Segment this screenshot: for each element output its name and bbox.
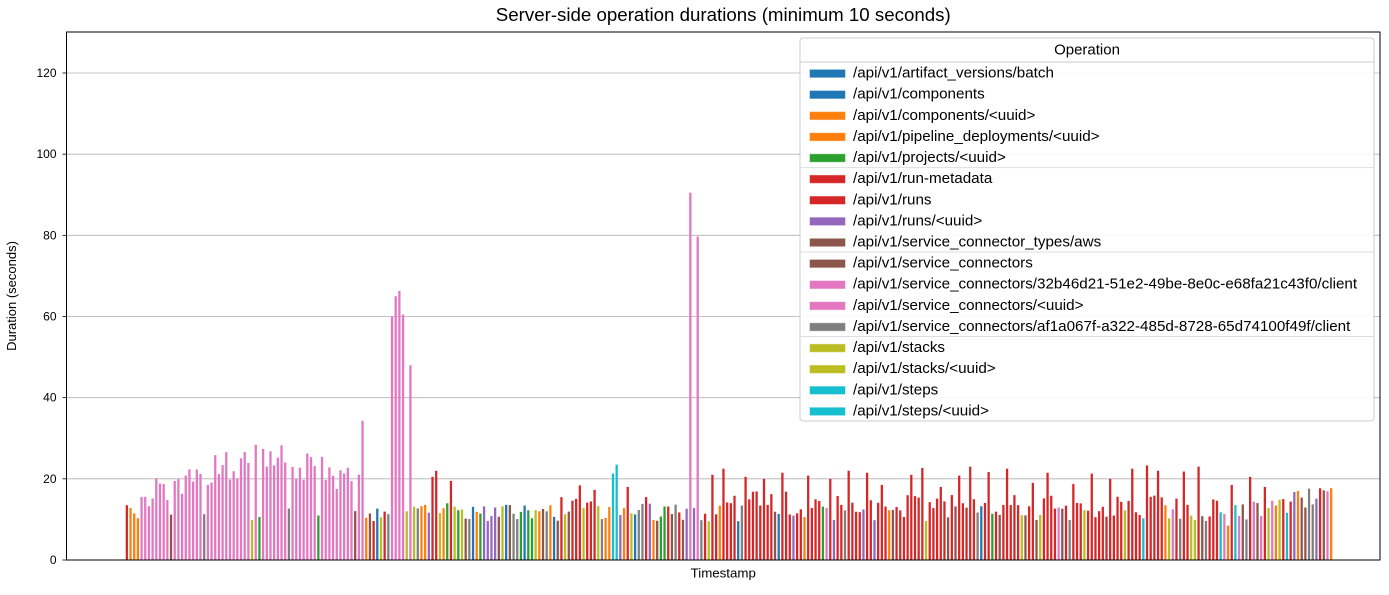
- svg-text:/api/v1/components/<uuid>: /api/v1/components/<uuid>: [853, 107, 1036, 124]
- svg-text:Duration (seconds): Duration (seconds): [4, 241, 19, 351]
- svg-text:/api/v1/runs/<uuid>: /api/v1/runs/<uuid>: [853, 212, 982, 229]
- svg-text:40: 40: [43, 391, 57, 405]
- svg-text:/api/v1/service_connectors/<uu: /api/v1/service_connectors/<uuid>: [853, 297, 1084, 314]
- svg-text:/api/v1/service_connectors/af1: /api/v1/service_connectors/af1a067f-a322…: [853, 318, 1351, 335]
- svg-text:/api/v1/pipeline_deployments/<: /api/v1/pipeline_deployments/<uuid>: [853, 128, 1100, 145]
- svg-text:/api/v1/service_connector_type: /api/v1/service_connector_types/aws: [853, 234, 1102, 251]
- svg-text:80: 80: [43, 228, 57, 242]
- svg-text:/api/v1/stacks/<uuid>: /api/v1/stacks/<uuid>: [853, 360, 996, 377]
- svg-text:/api/v1/projects/<uuid>: /api/v1/projects/<uuid>: [853, 149, 1006, 166]
- svg-text:100: 100: [36, 147, 56, 161]
- svg-text:Server-side operation duration: Server-side operation durations (minimum…: [496, 4, 951, 25]
- svg-text:/api/v1/components: /api/v1/components: [853, 86, 985, 103]
- svg-text:20: 20: [43, 472, 57, 486]
- svg-text:/api/v1/steps/<uuid>: /api/v1/steps/<uuid>: [853, 402, 989, 419]
- svg-text:/api/v1/artifact_versions/batc: /api/v1/artifact_versions/batch: [853, 65, 1054, 82]
- svg-text:/api/v1/service_connectors: /api/v1/service_connectors: [853, 255, 1033, 272]
- svg-text:/api/v1/service_connectors/32b: /api/v1/service_connectors/32b46d21-51e2…: [853, 276, 1358, 293]
- svg-text:Timestamp: Timestamp: [691, 566, 756, 581]
- svg-text:/api/v1/run-metadata: /api/v1/run-metadata: [853, 170, 993, 187]
- svg-text:/api/v1/steps: /api/v1/steps: [853, 381, 939, 398]
- svg-text:60: 60: [43, 310, 57, 324]
- svg-text:Operation: Operation: [1054, 42, 1120, 59]
- svg-text:120: 120: [36, 66, 56, 80]
- svg-text:/api/v1/runs: /api/v1/runs: [853, 191, 932, 208]
- svg-text:0: 0: [50, 553, 57, 567]
- svg-text:/api/v1/stacks: /api/v1/stacks: [853, 339, 945, 356]
